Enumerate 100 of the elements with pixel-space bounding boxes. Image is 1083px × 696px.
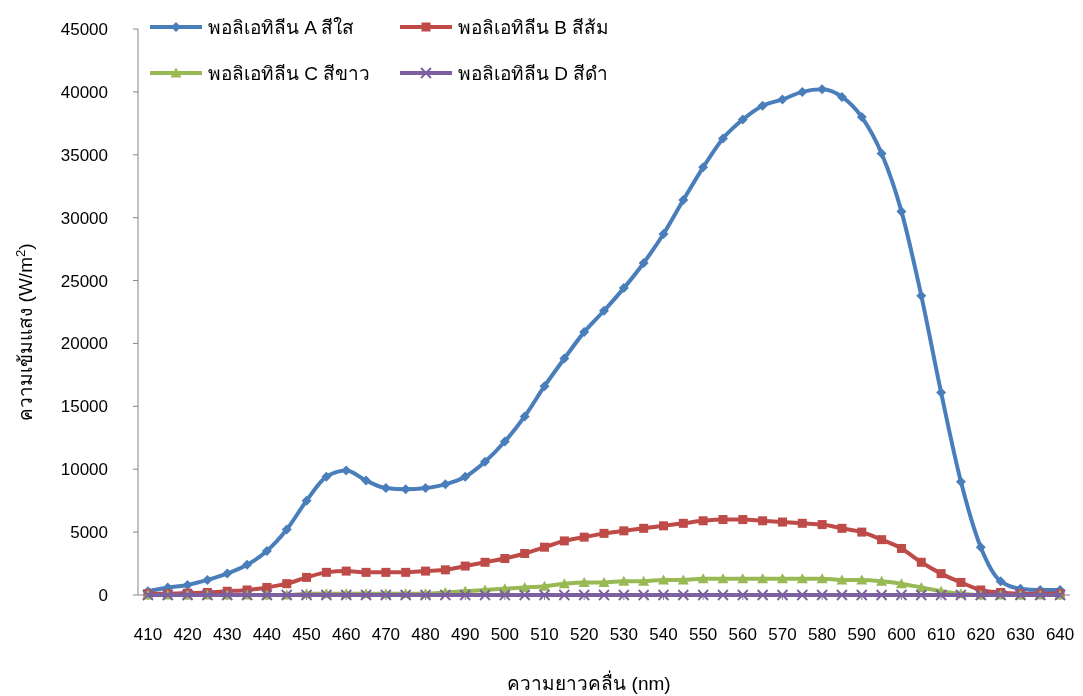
legend-label: พอลิเอทิลีน D สีดำ — [458, 62, 609, 84]
x-tick-label: 450 — [292, 625, 321, 644]
point — [558, 589, 571, 601]
legend-label: พอลิเอทิลีน C สีขาว — [208, 62, 371, 84]
point — [500, 554, 510, 564]
point — [559, 536, 569, 546]
point — [816, 573, 828, 584]
x-tick-label: 570 — [768, 625, 797, 644]
point — [480, 456, 491, 467]
point — [936, 569, 946, 579]
y-tick-label: 40000 — [60, 82, 108, 102]
y-tick-label: 15000 — [60, 397, 108, 417]
point — [757, 573, 769, 584]
point — [518, 589, 531, 601]
point — [617, 589, 630, 601]
point — [538, 589, 551, 601]
point — [776, 573, 788, 584]
x-tick-label: 600 — [887, 625, 916, 644]
y-tick-label: 0 — [98, 585, 108, 605]
point — [618, 575, 630, 586]
x-tick-label: 630 — [1006, 625, 1035, 644]
point — [736, 589, 749, 601]
point — [638, 575, 650, 586]
point — [578, 576, 590, 587]
point — [321, 567, 331, 577]
point — [479, 589, 491, 601]
point — [836, 574, 848, 585]
point — [341, 465, 352, 476]
point — [539, 580, 551, 591]
point — [361, 475, 372, 486]
y-tick-label: 30000 — [60, 208, 108, 228]
point — [717, 133, 728, 144]
point — [856, 112, 867, 123]
point — [381, 567, 391, 577]
point — [678, 518, 688, 528]
point — [261, 545, 272, 556]
x-tick-label: 520 — [569, 625, 599, 644]
point — [776, 589, 789, 601]
x-tick-label: 580 — [807, 625, 837, 644]
point — [401, 567, 411, 577]
point — [301, 495, 312, 506]
point — [539, 381, 550, 392]
point — [875, 589, 888, 601]
point — [836, 589, 848, 601]
x-tick-label: 490 — [451, 625, 480, 644]
x-tick-label: 440 — [252, 625, 282, 644]
point — [598, 576, 610, 587]
point — [618, 283, 629, 294]
point — [697, 573, 709, 584]
x-tick-label: 560 — [728, 625, 757, 644]
point — [540, 542, 550, 552]
point — [202, 574, 213, 585]
x-axis-title: ความยาวคลื่น (nm) — [507, 670, 671, 694]
point — [519, 411, 530, 422]
point — [559, 353, 570, 364]
x-tick-label: 510 — [530, 625, 559, 644]
point — [717, 589, 729, 601]
point — [857, 527, 867, 537]
x-tick-label: 550 — [688, 625, 718, 644]
point — [876, 148, 887, 159]
point — [558, 578, 570, 589]
point — [718, 515, 728, 525]
point — [935, 589, 948, 601]
point — [895, 578, 907, 589]
point — [777, 94, 788, 105]
legend-label: พอลิเอทิลีน A สีใส — [208, 16, 355, 38]
point — [915, 589, 928, 601]
point — [758, 516, 768, 526]
point — [321, 471, 332, 482]
point — [698, 162, 709, 173]
y-tick-label: 10000 — [60, 460, 108, 480]
point — [737, 573, 749, 584]
point — [658, 521, 668, 531]
point — [520, 548, 530, 558]
point — [657, 574, 669, 585]
point — [777, 517, 787, 527]
point — [420, 483, 431, 494]
point — [916, 557, 926, 567]
point — [698, 516, 708, 526]
point — [796, 589, 809, 601]
x-tick-label: 420 — [173, 625, 202, 644]
point — [282, 579, 292, 589]
point — [281, 524, 292, 535]
point — [757, 100, 768, 111]
point — [302, 572, 312, 582]
point — [341, 566, 351, 576]
x-tick-label: 460 — [332, 625, 361, 644]
point — [619, 526, 629, 536]
point — [797, 86, 808, 97]
point — [222, 568, 233, 579]
point — [361, 567, 371, 577]
point — [599, 305, 609, 316]
point — [876, 575, 888, 586]
point — [598, 589, 610, 601]
point — [995, 576, 1006, 587]
point — [697, 589, 710, 601]
x-tick-label: 620 — [966, 625, 995, 644]
point — [856, 574, 868, 585]
point — [480, 557, 490, 567]
point — [440, 565, 450, 575]
